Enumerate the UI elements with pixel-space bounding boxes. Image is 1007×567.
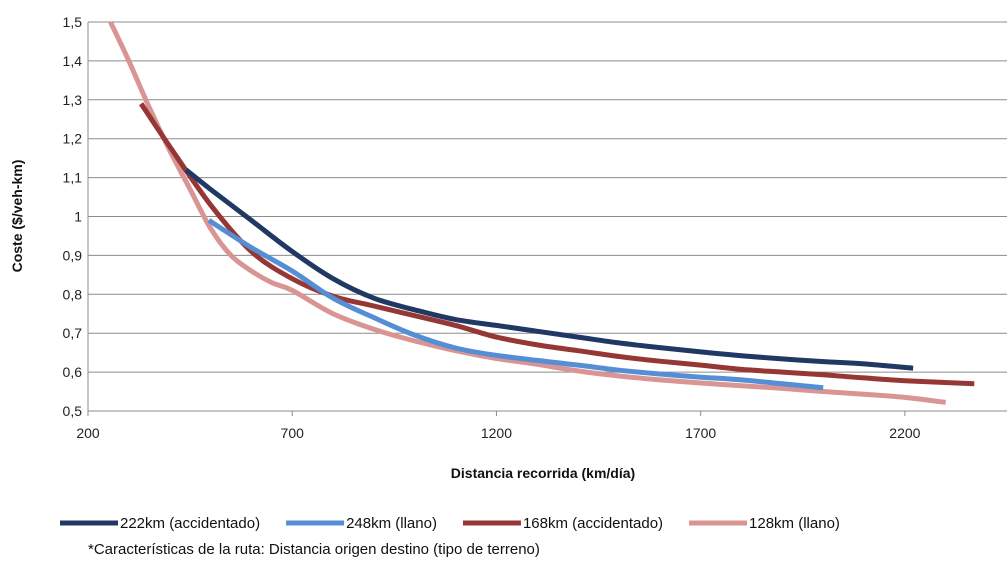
legend-label: 168km (accidentado)	[523, 515, 663, 532]
y-tick-label: 0,6	[63, 364, 83, 380]
y-tick-label: 1,4	[63, 53, 83, 69]
series-128km-llano-line	[108, 20, 946, 405]
y-tick-label: 0,5	[63, 403, 83, 419]
x-tick-label: 1700	[685, 425, 716, 441]
x-tick-label: 200	[76, 425, 100, 441]
y-tick-label: 1,1	[63, 170, 83, 186]
x-axis-title: Distancia recorrida (km/día)	[451, 465, 635, 481]
y-tick-label: 1	[74, 209, 82, 225]
series-248km-llano-line	[207, 218, 824, 391]
y-tick-labels: 0,5 0,6 0,7 0,8 0,9 1 1,1 1,2 1,3 1,4 1,5	[63, 14, 83, 419]
y-axis-title: Coste ($/veh-km)	[9, 160, 25, 273]
y-tick-label: 0,8	[63, 286, 83, 302]
series-168km-accidentado-line	[139, 102, 975, 387]
y-tick-label: 0,9	[63, 247, 83, 263]
legend-label: 128km (llano)	[749, 515, 840, 532]
x-tick-label: 2200	[889, 425, 920, 441]
y-tick-label: 1,3	[63, 92, 83, 108]
axes	[87, 22, 906, 416]
series-222km-accidentado-line	[184, 167, 914, 371]
x-tick-labels: 200 700 1200 1700 2200	[76, 425, 920, 441]
legend: 222km (accidentado) 248km (llano) 168km (a…	[60, 515, 840, 532]
y-tick-label: 1,2	[63, 131, 83, 147]
y-tick-label: 0,7	[63, 325, 83, 341]
legend-label: 222km (accidentado)	[120, 515, 260, 532]
legend-label: 248km (llano)	[346, 515, 437, 532]
series-lines	[108, 20, 975, 405]
gridlines	[88, 21, 1007, 412]
footnote: *Características de la ruta: Distancia o…	[88, 541, 540, 558]
y-tick-label: 1,5	[63, 14, 83, 30]
x-tick-label: 1200	[481, 425, 512, 441]
x-tick-label: 700	[281, 425, 305, 441]
